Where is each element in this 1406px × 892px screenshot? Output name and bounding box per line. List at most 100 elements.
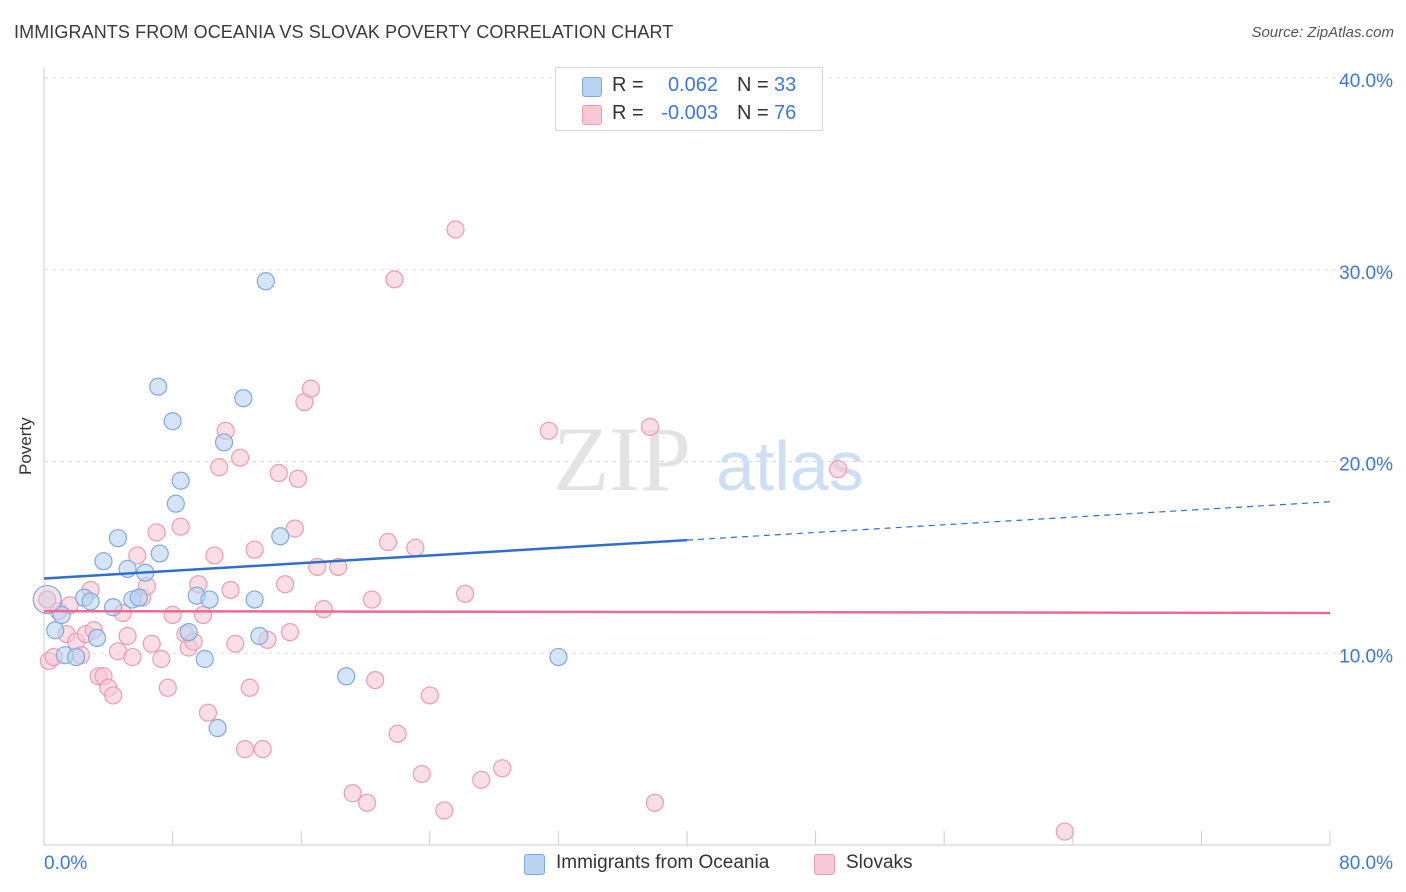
slovaks-point [276,575,295,594]
bottom-legend-label-oceania: Immigrants from Oceania [556,852,770,873]
slovaks-point [240,678,259,697]
slovaks-point [366,670,385,690]
oceania-point [94,552,113,571]
slovaks-point [285,519,304,538]
oceania-point [46,621,65,640]
legend-n-value: 33 [774,74,797,96]
tick-labels: 10.0% 20.0% 30.0% 40.0% 0.0% 80.0% [44,71,1393,874]
slovaks-point [358,793,377,812]
oceania-point [104,598,123,617]
slovaks-point [118,626,137,646]
legend-swatch-oceania [582,77,602,97]
legend-r-label: R = [612,74,644,96]
slovaks-point [288,469,308,488]
x-tick-label: 0.0% [44,853,87,874]
slovaks-point [280,623,300,642]
slovaks-point [235,740,255,759]
y-tick-label: 40.0% [1339,71,1393,92]
chart-title: IMMIGRANTS FROM OCEANIA VS SLOVAK POVERT… [14,22,674,42]
legend-n-label: N = [737,102,769,124]
legend-r-label: R = [612,102,644,124]
y-tick-label: 10.0% [1339,646,1393,667]
slovaks-point [198,703,218,722]
slovaks-point [314,600,333,619]
slovaks-point [446,220,465,239]
slovaks-trend-line [43,609,1331,615]
legend-row-slovaks: R = -0.003 N = 76 [556,100,822,128]
slovaks-point [147,523,166,542]
slovaks-point [245,540,264,559]
slovaks-point [829,460,848,479]
slovaks-point [301,379,320,398]
slovaks-point [194,605,213,625]
slovaks-point [158,678,177,697]
slovaks-point [128,546,147,565]
data-points [32,220,1074,841]
bottom-legend-swatch-slovaks [814,854,835,875]
y-axis-label: Poverty [16,417,35,475]
slovaks-point [269,463,288,483]
slovaks-point [226,634,245,653]
oceania-point [166,494,185,513]
legend-r-value: -0.003 [661,102,718,124]
source-label: Source: ZipAtlas.com [1251,24,1394,41]
slovaks-point [221,580,240,600]
slovaks-point [171,517,190,536]
oceania-point [150,544,169,563]
oceania-point [250,626,269,646]
cluster-point [32,584,62,615]
y-tick-label: 30.0% [1339,263,1393,284]
slovaks-point [329,557,348,577]
oceania-point [208,718,227,738]
slovaks-point [385,270,404,289]
slovaks-point [362,590,382,609]
slovaks-point [205,546,224,565]
slovaks-point [472,770,491,789]
oceania-point [200,590,219,609]
oceania-point [234,389,253,408]
oceania-point [67,647,86,667]
oceania-point [87,628,107,648]
oceania-trend-line [43,538,688,580]
watermark: ZIP atlas [553,408,864,510]
slovaks-point [378,532,398,552]
slovaks-point [343,784,362,803]
correlation-legend: R = 0.062 N = 33 R = -0.003 N = 76 [555,67,823,131]
axes [43,68,1331,846]
slovaks-point [406,538,425,557]
oceania-point [81,592,100,611]
oceania-point [163,412,182,431]
slovaks-point [152,649,171,669]
oceania-point [171,471,190,490]
slovaks-point [123,647,142,667]
slovaks-point [210,458,229,477]
oceania-point [129,588,148,607]
bottom-legend-swatch-oceania [524,854,545,875]
slovaks-point [253,740,272,759]
legend-n-label: N = [737,74,769,96]
oceania-point [108,529,128,548]
slovaks-point [640,417,660,437]
slovaks-point [435,801,454,820]
legend-r-value: 0.062 [667,74,718,96]
legend-row-oceania: R = 0.062 N = 33 [556,72,822,100]
watermark-zip: ZIP [553,408,691,510]
legend-swatch-slovaks [582,105,602,125]
slovaks-point [456,584,475,603]
oceania-point [149,377,168,396]
slovaks-point [493,759,512,778]
oceania-point [256,272,275,291]
oceania-point [337,667,356,686]
oceania-point [271,527,290,546]
slovaks-point [104,686,123,705]
slovaks-point [412,764,431,784]
oceania-trend-extension [686,501,1331,541]
oceania-point [549,647,568,667]
slovaks-point [539,421,558,440]
slovaks-point [420,686,439,705]
y-tick-label: 20.0% [1339,455,1393,476]
slovaks-point [388,724,407,743]
slovaks-point [231,448,250,467]
slovaks-point [1055,822,1074,841]
